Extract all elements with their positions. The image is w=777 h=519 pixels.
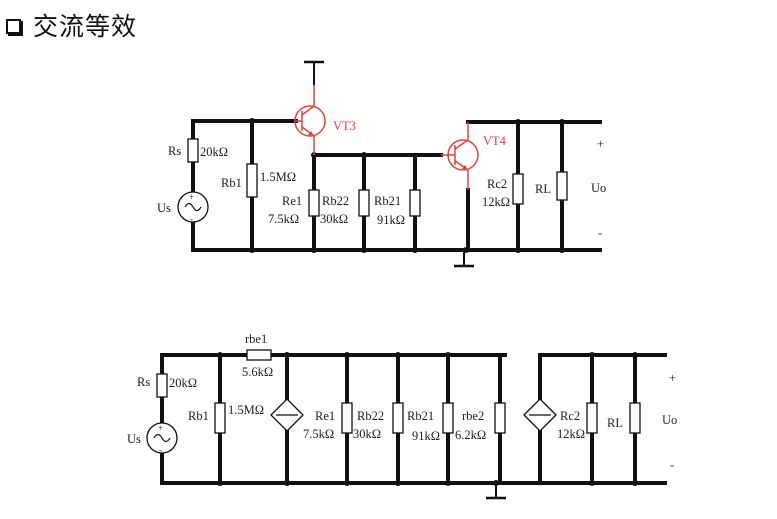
slide-title: 交流等效 bbox=[6, 8, 137, 42]
c2-plus-terminal: + bbox=[669, 371, 676, 385]
c2-rs-label: Rs bbox=[137, 375, 150, 389]
c2-rb21-value: 91kΩ bbox=[412, 429, 440, 443]
c2-rbe1-value: 5.6kΩ bbox=[242, 365, 273, 379]
circuit-1-junctions bbox=[249, 118, 565, 253]
c2-minus-terminal: - bbox=[670, 458, 674, 472]
c2-re1-resistor bbox=[341, 402, 353, 434]
c1-rb1-label: Rb1 bbox=[221, 176, 242, 190]
rb1-resistor bbox=[246, 163, 258, 198]
c2-rc2-value: 12kΩ bbox=[557, 427, 585, 441]
c2-uo-label: Uo bbox=[662, 413, 677, 427]
rb22-resistor bbox=[358, 189, 370, 217]
c2-rb22-value: 30kΩ bbox=[353, 427, 381, 441]
c2-rb1-resistor bbox=[214, 402, 226, 434]
c2-us-label: Us bbox=[127, 432, 141, 446]
c1-re1-value: 7.5kΩ bbox=[268, 212, 299, 226]
c1-rb1-value: 1.5MΩ bbox=[260, 170, 296, 184]
c1-vt3-label: VT3 bbox=[333, 119, 356, 133]
rl-resistor bbox=[556, 171, 568, 201]
c2-rbe1-label: rbe1 bbox=[245, 332, 267, 346]
rb21-resistor bbox=[409, 189, 421, 217]
c2-rb21-label: Rb21 bbox=[407, 409, 434, 423]
c2-rb21-resistor bbox=[442, 402, 454, 434]
bullet-square-icon bbox=[6, 18, 21, 34]
dependent-current-source-1-icon bbox=[270, 398, 304, 432]
dependent-current-source-2-icon bbox=[523, 398, 557, 432]
c1-vt4-label: VT4 bbox=[483, 134, 507, 148]
c1-minus-terminal: - bbox=[598, 226, 602, 240]
c2-rs-value: 20kΩ bbox=[169, 376, 197, 390]
c1-rl-label: RL bbox=[535, 182, 551, 196]
c2-rc2-resistor bbox=[586, 402, 598, 434]
c2-rbe2-value: 6.2kΩ bbox=[455, 428, 486, 442]
c2-rl-label: RL bbox=[607, 416, 623, 430]
c2-rb1-value: 1.5MΩ bbox=[228, 403, 264, 417]
c2-rl-resistor bbox=[629, 402, 641, 434]
c2-rb22-label: Rb22 bbox=[357, 409, 384, 423]
c2-us-voltage-source-icon: + - bbox=[146, 422, 178, 455]
title-text: 交流等效 bbox=[33, 12, 138, 41]
c2-re1-label: Re1 bbox=[315, 409, 335, 423]
c1-us-label: Us bbox=[157, 201, 171, 215]
circuit-2-wires bbox=[160, 353, 667, 500]
c2-rbe2-resistor bbox=[494, 402, 506, 434]
c2-rs-resistor bbox=[156, 373, 168, 398]
circuit-2: + - Rs 20kΩ Us rbe1 5.6kΩ Rb1 1.5MΩ Re1 … bbox=[127, 332, 677, 500]
c1-rs-value: 20kΩ bbox=[200, 145, 228, 159]
svg-text:-: - bbox=[190, 214, 193, 224]
c1-rb22-value: 30kΩ bbox=[320, 212, 348, 226]
circuit-1-wires bbox=[191, 60, 602, 268]
svg-text:+: + bbox=[158, 423, 163, 433]
vt4-transistor-icon bbox=[441, 122, 479, 190]
re1-resistor bbox=[308, 189, 320, 217]
svg-text:+: + bbox=[189, 192, 194, 202]
c1-plus-terminal: + bbox=[597, 137, 604, 151]
rc2-resistor bbox=[512, 173, 524, 205]
c1-rc2-label: Rc2 bbox=[487, 177, 507, 191]
c2-rbe2-label: rbe2 bbox=[462, 409, 484, 423]
c2-rc2-label: Rc2 bbox=[560, 409, 580, 423]
vt3-transistor-icon bbox=[294, 85, 326, 155]
c2-rbe1-resistor bbox=[246, 349, 272, 361]
c2-rb22-resistor bbox=[392, 402, 404, 434]
c2-rb1-label: Rb1 bbox=[188, 409, 209, 423]
c1-rb21-value: 91kΩ bbox=[377, 213, 405, 227]
us-voltage-source-icon: + - bbox=[177, 191, 209, 224]
circuit-2-junctions bbox=[217, 352, 638, 486]
rs-resistor bbox=[187, 138, 199, 163]
circuit-1: + - Rs 20kΩ Us Rb1 1.5 bbox=[157, 60, 606, 268]
c1-re1-label: Re1 bbox=[282, 194, 302, 208]
c1-rs-label: Rs bbox=[168, 144, 181, 158]
c1-uo-label: Uo bbox=[591, 181, 606, 195]
c1-rb22-label: Rb22 bbox=[322, 194, 349, 208]
c2-re1-value: 7.5kΩ bbox=[303, 427, 334, 441]
c1-rb21-label: Rb21 bbox=[374, 194, 401, 208]
svg-text:-: - bbox=[159, 445, 162, 455]
c1-rc2-value: 12kΩ bbox=[482, 195, 510, 209]
